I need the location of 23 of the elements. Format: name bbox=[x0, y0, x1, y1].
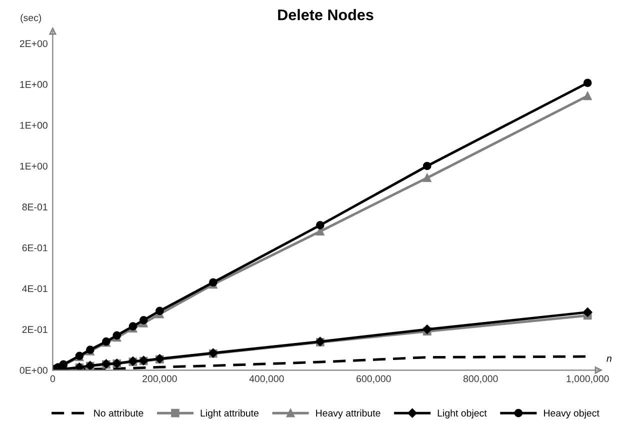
y-tick-label: 0E+00 bbox=[20, 366, 48, 374]
x-axis-title: n bbox=[606, 356, 612, 362]
x-tick-label: 800,000 bbox=[463, 375, 498, 384]
legend-label: Light attribute bbox=[200, 409, 259, 418]
x-tick-label: 0 bbox=[50, 375, 56, 382]
legend-label: No attribute bbox=[94, 409, 144, 417]
y-tick-label: 2E+00 bbox=[20, 40, 48, 48]
y-tick-label: 6E-01 bbox=[22, 244, 48, 252]
x-tick-label: 200,000 bbox=[142, 375, 177, 384]
y-axis-title: (sec) bbox=[20, 14, 42, 24]
y-tick-label: 8E-01 bbox=[22, 204, 48, 210]
y-tick-label: 4E-01 bbox=[22, 285, 48, 292]
x-tick-label: 600,000 bbox=[356, 375, 391, 384]
chart-title: Delete Nodes bbox=[278, 9, 374, 20]
legend-label: Light object bbox=[438, 409, 487, 418]
y-tick-label: 2E-01 bbox=[22, 326, 48, 333]
legend-label: Heavy object bbox=[544, 409, 600, 418]
x-tick-label: 1,000,000 bbox=[566, 375, 609, 384]
x-tick-label: 400,000 bbox=[249, 375, 284, 384]
y-tick-label: 1E+00 bbox=[20, 122, 48, 129]
y-tick-label: 1E+00 bbox=[20, 81, 48, 88]
legend-label: Heavy attribute bbox=[316, 409, 380, 418]
y-tick-label: 1E+00 bbox=[20, 162, 48, 170]
